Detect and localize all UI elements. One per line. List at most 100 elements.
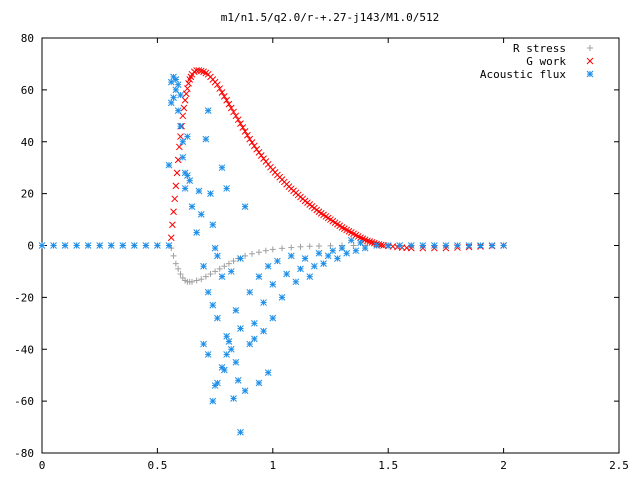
data-point <box>96 242 104 249</box>
data-point <box>287 252 295 260</box>
data-point <box>209 301 217 309</box>
data-point <box>84 242 92 249</box>
y-tick-label: 20 <box>21 188 34 201</box>
x-tick-label: 2 <box>500 459 507 472</box>
data-point <box>175 265 182 272</box>
legend-marker <box>586 57 594 65</box>
data-point <box>237 255 244 262</box>
data-point <box>232 358 240 366</box>
data-point <box>193 229 200 236</box>
data-point <box>253 145 260 153</box>
data-point <box>306 243 313 250</box>
data-point <box>218 89 226 96</box>
data-point <box>249 250 256 257</box>
data-point <box>184 172 191 179</box>
data-point <box>255 249 262 256</box>
data-point <box>214 314 221 322</box>
data-point <box>186 177 194 185</box>
data-point <box>167 78 175 86</box>
data-point <box>269 314 277 322</box>
data-point <box>200 340 207 348</box>
data-point <box>181 185 189 192</box>
data-point <box>292 278 300 286</box>
data-point <box>297 265 304 273</box>
data-point <box>329 247 337 255</box>
data-point <box>244 131 251 139</box>
data-point <box>237 120 244 127</box>
data-point <box>193 277 200 284</box>
data-point <box>297 243 304 250</box>
data-point <box>173 169 181 177</box>
data-point <box>216 265 223 272</box>
data-point <box>172 76 180 83</box>
data-point <box>171 195 179 203</box>
data-point <box>269 281 277 288</box>
data-point <box>368 239 376 246</box>
data-point <box>230 258 237 265</box>
data-point <box>237 325 244 332</box>
data-point <box>212 268 219 275</box>
data-point <box>202 135 210 143</box>
data-point <box>241 203 249 210</box>
data-point <box>442 242 450 249</box>
data-point <box>177 122 184 130</box>
data-point <box>167 234 175 242</box>
data-point <box>310 262 318 270</box>
data-point <box>315 249 323 257</box>
data-point <box>214 379 221 387</box>
data-point <box>373 242 381 249</box>
data-point <box>454 242 461 249</box>
data-point <box>361 244 369 252</box>
data-point <box>264 262 272 270</box>
data-point <box>221 263 228 270</box>
data-point <box>184 85 191 92</box>
data-point <box>165 161 173 169</box>
data-point <box>107 242 115 249</box>
data-point <box>246 135 254 143</box>
data-point <box>343 249 351 257</box>
data-point <box>477 242 484 249</box>
data-point <box>255 273 263 280</box>
data-point <box>165 242 173 249</box>
data-point <box>262 247 269 254</box>
data-point <box>207 190 214 197</box>
data-point <box>170 94 177 102</box>
data-point <box>177 271 184 278</box>
data-point <box>241 387 249 395</box>
data-point <box>189 278 196 285</box>
x-tick-label: 0.5 <box>147 459 167 472</box>
y-tick-label: 60 <box>21 84 34 97</box>
data-point <box>288 244 295 251</box>
data-point <box>274 257 281 265</box>
data-point <box>230 108 237 116</box>
data-point <box>61 242 69 249</box>
data-point <box>352 247 360 255</box>
data-point <box>204 288 212 296</box>
legend-marker <box>587 45 593 51</box>
data-point <box>255 379 263 387</box>
data-point <box>301 255 309 262</box>
data-point <box>170 208 177 216</box>
data-point <box>223 351 230 358</box>
legend-label: Acoustic flux <box>480 68 566 81</box>
data-point <box>227 104 235 112</box>
data-point <box>50 242 57 249</box>
data-point <box>250 335 258 343</box>
data-point <box>232 306 240 314</box>
data-point <box>172 260 179 267</box>
data-point <box>225 260 232 267</box>
data-point <box>202 273 209 280</box>
data-point <box>384 242 392 249</box>
data-point <box>73 242 80 249</box>
y-tick-label: -80 <box>14 447 34 460</box>
data-point <box>283 270 291 278</box>
data-point <box>204 107 212 114</box>
data-point <box>223 185 230 192</box>
y-tick-label: 40 <box>21 136 34 149</box>
data-point <box>255 149 263 156</box>
data-point <box>211 244 219 252</box>
x-tick-label: 0 <box>39 459 46 472</box>
data-point <box>188 203 196 210</box>
data-point <box>197 211 205 218</box>
